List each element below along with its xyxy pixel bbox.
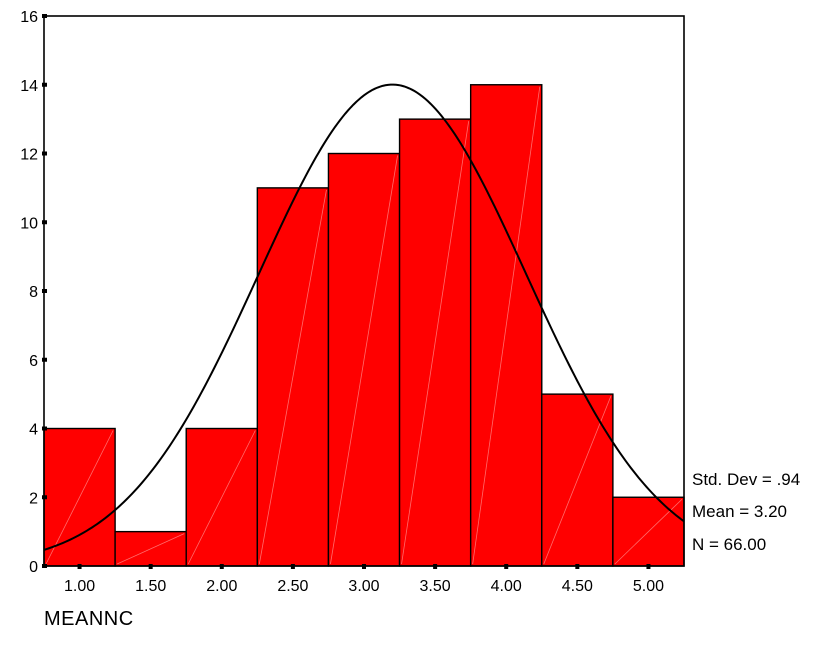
- y-tick-mark: [42, 82, 47, 87]
- bar-shading-line: [116, 533, 185, 565]
- x-axis: 1.00 1.50 2.00 2.50 3.00 3.50 4.00 4.50 5.00: [64, 564, 664, 595]
- y-tick-mark: [42, 289, 47, 293]
- x-tick-label: 4.50: [562, 578, 593, 595]
- std-dev-stat: Std. Dev = .94: [692, 470, 801, 489]
- x-tick-mark: [148, 564, 153, 569]
- bar-shading-line: [472, 86, 541, 565]
- x-tick-mark: [646, 564, 651, 569]
- x-tick-label: 4.00: [491, 578, 522, 595]
- y-tick-label: 0: [29, 559, 38, 576]
- x-tick-label: 1.00: [64, 578, 95, 595]
- bar-shading-line: [45, 430, 114, 565]
- x-tick-label: 2.00: [206, 578, 237, 595]
- y-axis: 0 2 4 6 8 10 12 14 16: [20, 9, 47, 576]
- x-tick-mark: [575, 564, 580, 569]
- y-tick-mark: [42, 14, 47, 18]
- x-tick-label: 3.00: [348, 578, 379, 595]
- x-tick-mark: [77, 564, 82, 569]
- y-tick-label: 2: [29, 490, 38, 507]
- x-tick-mark: [504, 564, 509, 569]
- x-tick-mark: [433, 564, 438, 569]
- x-tick-label: 3.50: [420, 578, 451, 595]
- normal-curve: [43, 83, 685, 551]
- x-tick-mark: [219, 564, 224, 569]
- y-tick-label: 12: [20, 147, 38, 164]
- y-tick-mark: [42, 151, 47, 156]
- y-tick-label: 14: [20, 78, 38, 95]
- y-tick-label: 8: [29, 284, 38, 301]
- x-tick-mark: [362, 564, 366, 569]
- x-axis-label: MEANNC: [44, 608, 134, 630]
- n-stat: N = 66.00: [692, 535, 767, 554]
- y-tick-mark: [42, 220, 47, 225]
- histogram-chart: 0 2 4 6 8 10 12 14 16 1.00 1.50 2.00 2.50 3.00 3.50 4.…: [20, 9, 685, 595]
- bar-shading-line: [543, 395, 612, 565]
- x-tick-label: 1.50: [135, 578, 166, 595]
- bar-shading-line: [330, 155, 398, 565]
- y-tick-mark: [42, 426, 47, 431]
- x-tick-label: 2.50: [277, 578, 308, 595]
- y-tick-label: 16: [20, 9, 38, 26]
- bar-shading-line: [187, 430, 256, 565]
- y-tick-mark: [42, 357, 47, 362]
- x-tick-label: 5.00: [633, 578, 664, 595]
- x-tick-mark: [290, 564, 295, 569]
- y-tick-label: 6: [29, 353, 38, 370]
- y-tick-mark: [42, 564, 47, 568]
- bars-group: [43, 84, 685, 567]
- bar-shading-line: [401, 121, 470, 565]
- y-tick-label: 10: [20, 215, 38, 232]
- mean-stat: Mean = 3.20: [692, 502, 787, 521]
- y-tick-mark: [42, 495, 47, 500]
- y-tick-label: 4: [29, 422, 38, 439]
- bar-shading-line: [258, 189, 327, 565]
